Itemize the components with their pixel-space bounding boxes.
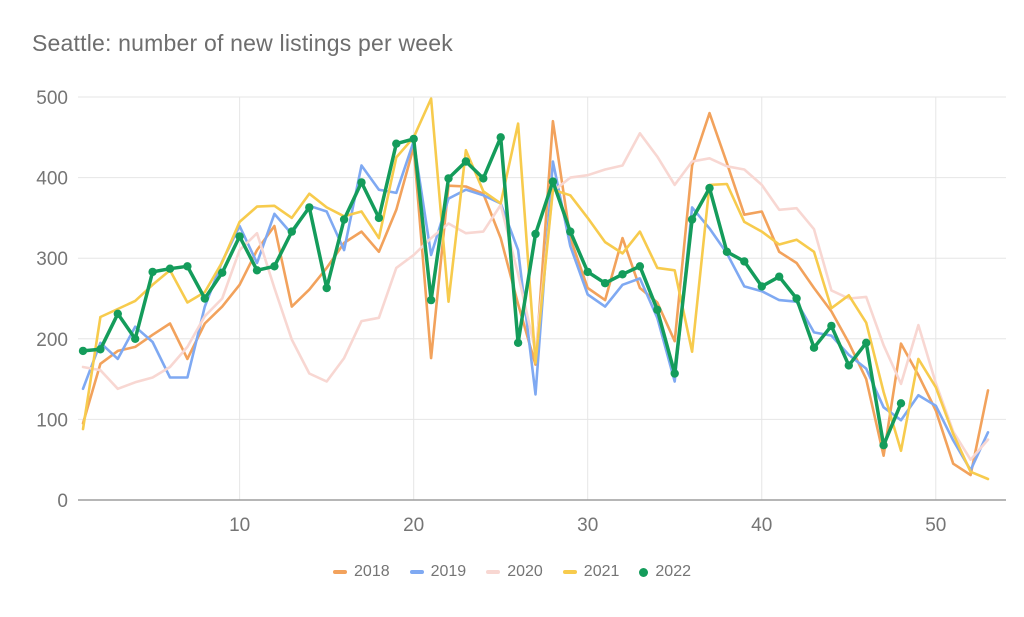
series-marker-2022-week-31[interactable] <box>600 279 610 288</box>
series-marker-2022-week-17[interactable] <box>357 178 366 187</box>
series-marker-2022-week-33[interactable] <box>635 262 645 271</box>
series-marker-2022-week-11[interactable] <box>252 266 262 275</box>
series-marker-2022-week-30[interactable] <box>583 267 592 277</box>
series-marker-2022-week-7[interactable] <box>183 262 192 271</box>
legend-label-2020: 2020 <box>507 563 543 580</box>
legend-swatch-2021-line-icon <box>562 570 577 574</box>
legend: 2018 2019 2020 2021 2022 <box>0 560 1024 584</box>
legend-item-2018[interactable]: 2018 <box>333 563 390 581</box>
series-marker-2022-week-23[interactable] <box>461 157 471 166</box>
series-marker-2022-week-43[interactable] <box>809 343 819 352</box>
legend-swatch-2018-line-icon <box>333 570 348 574</box>
y-tick-label-100: 100 <box>36 410 68 431</box>
legend-label-2019: 2019 <box>430 563 467 580</box>
series-marker-2022-week-8[interactable] <box>200 294 209 303</box>
y-tick-label-500: 500 <box>36 88 68 109</box>
series-line-2019[interactable] <box>81 140 990 472</box>
series-marker-2022-week-12[interactable] <box>270 262 279 271</box>
series-marker-2022-week-24[interactable] <box>479 174 488 183</box>
legend-label-2022: 2022 <box>655 563 691 580</box>
series-marker-2022-week-39[interactable] <box>740 257 749 266</box>
series-line-2018[interactable] <box>81 111 990 477</box>
series-marker-2022-week-32[interactable] <box>618 270 627 279</box>
y-tick-label-200: 200 <box>36 330 68 351</box>
series-marker-2022-week-10[interactable] <box>235 232 244 241</box>
legend-item-2019[interactable]: 2019 <box>409 563 467 581</box>
series-marker-2022-week-38[interactable] <box>722 247 732 256</box>
series-marker-2022-week-4[interactable] <box>131 334 140 343</box>
series-marker-2022-week-20[interactable] <box>409 134 418 144</box>
series-line-2020[interactable] <box>81 132 990 462</box>
series-marker-2022-week-36[interactable] <box>687 215 697 224</box>
y-tick-label-0: 0 <box>57 491 68 512</box>
legend-swatch-2019-line-icon <box>409 570 424 574</box>
legend-label-2018: 2018 <box>354 563 390 580</box>
series-marker-2022-week-15[interactable] <box>322 283 331 293</box>
series-marker-2022-week-26[interactable] <box>513 338 523 347</box>
series-marker-2022-week-35[interactable] <box>670 369 679 378</box>
series-marker-2022-week-46[interactable] <box>862 338 871 347</box>
series-marker-2022-week-22[interactable] <box>444 174 453 183</box>
series-marker-2022-week-19[interactable] <box>392 139 401 148</box>
chart-title: Seattle: number of new listings per week <box>32 30 453 56</box>
series-marker-2022-week-25[interactable] <box>496 133 505 142</box>
series-marker-2022-week-27[interactable] <box>531 229 540 239</box>
series-marker-2022-week-45[interactable] <box>844 361 853 370</box>
y-tick-label-400: 400 <box>36 169 68 190</box>
series-marker-2022-week-9[interactable] <box>218 268 227 277</box>
series-marker-2022-week-1[interactable] <box>78 346 88 356</box>
x-tick-label-10: 10 <box>229 515 250 536</box>
series-marker-2022-week-28[interactable] <box>548 177 558 186</box>
series-marker-2022-week-6[interactable] <box>165 264 175 273</box>
series-marker-2022-week-29[interactable] <box>566 227 575 236</box>
series-marker-2022-week-14[interactable] <box>305 203 314 212</box>
legend-item-2020[interactable]: 2020 <box>486 563 543 581</box>
y-tick-label-300: 300 <box>36 249 68 270</box>
legend-swatch-2022-dot-icon <box>639 567 649 577</box>
x-tick-label-30: 30 <box>577 515 598 536</box>
series-marker-2022-week-47[interactable] <box>879 441 888 450</box>
series-marker-2022-week-48[interactable] <box>896 399 906 408</box>
series-marker-2022-week-3[interactable] <box>113 309 123 318</box>
legend-item-2021[interactable]: 2021 <box>562 563 620 581</box>
series-marker-2022-week-44[interactable] <box>827 321 836 331</box>
legend-label-2021: 2021 <box>583 563 620 580</box>
series-line-2021[interactable] <box>81 97 990 481</box>
series-marker-2022-week-40[interactable] <box>757 282 766 291</box>
legend-item-2022[interactable]: 2022 <box>639 563 691 581</box>
x-tick-label-20: 20 <box>403 515 424 536</box>
series-marker-2022-week-16[interactable] <box>339 215 349 224</box>
series-marker-2022-week-13[interactable] <box>287 227 296 236</box>
legend-swatch-2020-line-icon <box>486 570 501 574</box>
series-marker-2022-week-5[interactable] <box>148 267 157 277</box>
series-marker-2022-week-2[interactable] <box>96 345 105 354</box>
series-marker-2022-week-21[interactable] <box>426 295 436 305</box>
x-tick-label-50: 50 <box>925 515 946 536</box>
series-marker-2022-week-18[interactable] <box>374 213 384 223</box>
x-tick-label-40: 40 <box>751 515 772 536</box>
series-marker-2022-week-42[interactable] <box>792 294 801 303</box>
series-marker-2022-week-41[interactable] <box>775 272 784 281</box>
series-marker-2022-week-37[interactable] <box>705 183 714 193</box>
series-marker-2022-week-34[interactable] <box>653 305 662 314</box>
